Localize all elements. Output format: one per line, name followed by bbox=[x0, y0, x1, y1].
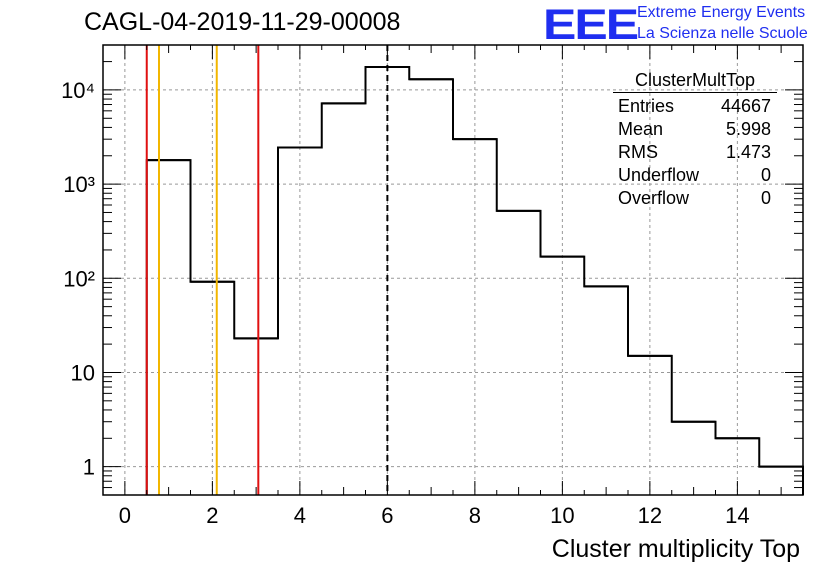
stats-row-overflow: Overflow 0 bbox=[613, 187, 777, 210]
stats-value: 5.998 bbox=[725, 119, 771, 139]
stats-label: Overflow bbox=[618, 188, 690, 208]
stats-value: 0 bbox=[760, 165, 771, 185]
stats-row-rms: RMS 1.473 bbox=[613, 141, 777, 164]
stats-label: Mean bbox=[618, 119, 664, 139]
x-tick-label: 4 bbox=[294, 503, 306, 528]
stats-value: 44667 bbox=[720, 96, 771, 116]
x-tick-label: 12 bbox=[638, 503, 662, 528]
logo-line-2: La Scienza nelle Scuole bbox=[637, 25, 808, 42]
y-tick-label: 10 bbox=[71, 360, 95, 385]
stats-value: 1.473 bbox=[725, 142, 771, 162]
y-tick-label: 10² bbox=[63, 266, 95, 291]
y-tick-label: 10⁴ bbox=[61, 78, 95, 103]
logo-line-1: Extreme Energy Events bbox=[637, 4, 806, 21]
stats-value: 0 bbox=[760, 188, 771, 208]
x-tick-label: 6 bbox=[381, 503, 393, 528]
stats-row-underflow: Underflow 0 bbox=[613, 164, 777, 187]
x-tick-label: 2 bbox=[206, 503, 218, 528]
stats-label: Underflow bbox=[618, 165, 700, 185]
x-tick-label: 0 bbox=[119, 503, 131, 528]
y-tick-label: 10³ bbox=[63, 172, 95, 197]
plot-title: CAGL-04-2019-11-29-00008 bbox=[84, 8, 401, 36]
stats-title: ClusterMultTop bbox=[613, 70, 777, 93]
marker-lines bbox=[145, 45, 389, 495]
stats-label: Entries bbox=[618, 96, 675, 116]
stats-box: ClusterMultTop Entries 44667 Mean 5.998 … bbox=[613, 70, 777, 210]
x-tick-label: 8 bbox=[469, 503, 481, 528]
stats-row-entries: Entries 44667 bbox=[613, 95, 777, 118]
x-tick-label: 14 bbox=[725, 503, 749, 528]
eee-logo: EEE bbox=[543, 0, 639, 49]
x-axis-label: Cluster multiplicity Top bbox=[551, 535, 800, 563]
stats-row-mean: Mean 5.998 bbox=[613, 118, 777, 141]
axes: 0 2 4 6 8 10 12 14 1 10 10² 10³ 10⁴ bbox=[61, 44, 804, 528]
y-tick-label: 1 bbox=[83, 455, 95, 480]
stats-label: RMS bbox=[618, 142, 658, 162]
x-tick-label: 10 bbox=[550, 503, 574, 528]
